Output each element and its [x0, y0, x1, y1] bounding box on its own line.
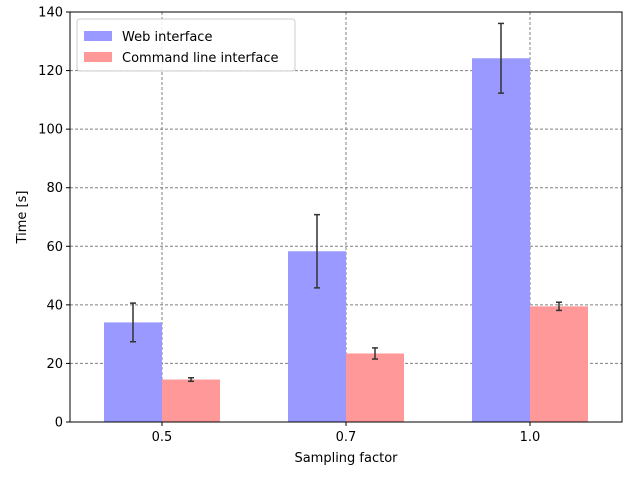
legend-swatch-web-interface: [84, 31, 112, 41]
y-tick-label: 60: [46, 240, 63, 255]
bar: [472, 58, 530, 423]
bars: [104, 58, 588, 423]
y-tick-label: 40: [46, 298, 63, 313]
legend-label-command-line-interface: Command line interface: [122, 51, 279, 66]
error-bars: [130, 22, 562, 383]
bar: [530, 306, 588, 422]
bar: [162, 379, 220, 422]
legend: Web interface Command line interface: [76, 18, 296, 72]
legend-box: [76, 18, 296, 72]
x-tick-label: 1.0: [520, 430, 541, 445]
y-tick-label: 80: [46, 181, 63, 196]
x-tick-label: 0.5: [152, 430, 173, 445]
y-tick-label: 120: [38, 64, 63, 79]
y-axis-ticks: 0 20 40 60 80 100 120 140: [38, 6, 70, 431]
y-tick-label: 20: [46, 357, 63, 372]
y-tick-label: 140: [38, 6, 63, 21]
bar: [346, 353, 404, 422]
y-tick-label: 0: [55, 416, 63, 431]
x-axis-label: Sampling factor: [294, 451, 398, 466]
x-tick-label: 0.7: [336, 430, 357, 445]
y-axis-label: Time [s]: [15, 191, 30, 245]
x-axis-ticks: 0.5 0.7 1.0: [152, 422, 541, 445]
y-tick-label: 100: [38, 123, 63, 138]
legend-label-web-interface: Web interface: [122, 30, 212, 45]
legend-swatch-command-line-interface: [84, 52, 112, 62]
